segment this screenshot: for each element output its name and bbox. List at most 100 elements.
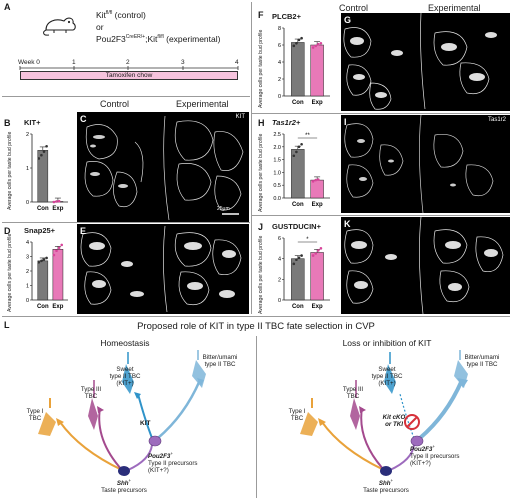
y-tick-label: 4 xyxy=(26,240,29,246)
left-type1-label: Type I TBC xyxy=(26,408,44,423)
micrograph-k-image xyxy=(344,217,504,314)
bar-con xyxy=(291,42,305,97)
panel-l-title: Proposed role of KIT in type II TBC fate… xyxy=(137,321,375,332)
y-tick-label: 6 xyxy=(278,43,281,49)
diagram-homeostasis xyxy=(38,350,206,476)
right-sweet-label: Sweet type II TBC (KIT+) xyxy=(371,366,403,388)
x-label-con: Con xyxy=(292,202,304,208)
bar-exp xyxy=(310,179,324,199)
micro-i-tag: Tas1r2 xyxy=(487,117,506,123)
x-label-exp: Exp xyxy=(312,100,323,106)
data-point xyxy=(317,249,320,252)
data-point xyxy=(295,258,298,261)
chart-d-title: Snap25+ xyxy=(24,226,56,235)
header-control-left: Control xyxy=(100,99,130,109)
y-tick-label: 0.5 xyxy=(273,183,281,189)
left-bitter-label: Bitter/umami type II TBC xyxy=(202,354,238,369)
micro-c-tag: KIT xyxy=(235,114,245,120)
x-label-con: Con xyxy=(292,100,304,106)
micrograph-c-image xyxy=(84,115,244,221)
chart-d: 0 1 2 3 4 Con Exp xyxy=(26,240,68,310)
right-type1-label: Type I TBC xyxy=(288,408,306,423)
left-pou-label: Pou2F3+ Type II precursors (KIT+?) xyxy=(148,451,198,475)
data-point xyxy=(57,199,61,203)
timeline-axis xyxy=(19,66,239,70)
bar-con xyxy=(37,150,49,203)
data-point xyxy=(292,44,296,48)
genotype-control: Kitfl/fl (control) xyxy=(96,10,146,20)
data-point xyxy=(297,145,301,149)
divider-center xyxy=(251,2,252,314)
panel-c-label: C xyxy=(80,114,87,124)
data-point xyxy=(60,243,64,247)
y-tick-label: 0 xyxy=(26,200,29,206)
data-point xyxy=(52,253,56,257)
header-control-right: Control xyxy=(339,3,369,13)
header-experimental-left: Experimental xyxy=(176,99,229,109)
micrograph-e xyxy=(77,224,249,314)
data-point xyxy=(55,200,58,203)
panel-d-label: D xyxy=(4,226,11,236)
right-bitter-label: Bitter/umami type II TBC xyxy=(464,354,500,369)
chart-f-title: PLCB2+ xyxy=(272,12,301,21)
right-shh-label: Shh+ Taste precursors xyxy=(363,478,409,495)
left-diagram-title: Homeostasis xyxy=(100,338,150,348)
bar-con xyxy=(37,260,49,301)
micrograph-k xyxy=(341,217,510,314)
data-point xyxy=(37,157,41,160)
timeline-tick-3: 3 xyxy=(181,59,185,66)
y-tick-label: 3 xyxy=(26,255,29,261)
data-point xyxy=(317,178,320,181)
bar-exp xyxy=(310,44,324,97)
data-point xyxy=(311,180,315,183)
tamoxifen-bar: Tamoxifen chow xyxy=(20,71,238,80)
left-type3-label: Type III TBC xyxy=(80,386,102,401)
data-point xyxy=(300,142,303,146)
data-point xyxy=(52,200,56,204)
divider-left-2 xyxy=(2,222,250,223)
chart-h-title: Tas1r2+ xyxy=(272,118,301,127)
divider-main xyxy=(2,316,510,317)
chart-h: 0.0 0.5 1.0 1.5 2.0 2.5 Con Exp ** xyxy=(273,132,330,208)
data-point xyxy=(314,178,318,182)
chart-b-ylabel: Average cells per taste bud profile xyxy=(7,131,13,210)
genotype-experimental: Pou2F3CreER/+;Kitfl/fl (experimental) xyxy=(96,34,221,44)
divider-right-1 xyxy=(252,113,510,114)
panel-k-label: K xyxy=(344,219,351,229)
panel-l-label: L xyxy=(4,320,10,330)
right-pou-label: Pou2F3+ Type II precursors (KIT+?) xyxy=(410,444,460,468)
data-point xyxy=(45,144,48,148)
micrograph-g-image xyxy=(343,13,497,110)
data-point xyxy=(319,42,323,45)
tamoxifen-label: Tamoxifen chow xyxy=(105,72,153,79)
timeline-tick-1: 1 xyxy=(72,59,76,66)
chart-d-ylabel: Average cells per taste bud profile xyxy=(7,233,13,312)
x-label-exp: Exp xyxy=(312,202,323,208)
y-tick-label: 2 xyxy=(278,277,281,283)
data-point xyxy=(292,262,296,266)
chart-j-title: GUSTDUCIN+ xyxy=(272,222,321,231)
timeline-tick-4: 4 xyxy=(235,59,239,66)
x-label-exp: Exp xyxy=(52,206,63,212)
y-tick-label: 2 xyxy=(26,132,29,138)
type1-cell-left xyxy=(38,398,56,436)
left-kit-label: KIT xyxy=(140,420,151,427)
micrograph-c: KIT 25µm xyxy=(77,112,249,222)
data-point xyxy=(311,254,315,257)
micrograph-i: Tas1r2 xyxy=(341,115,510,213)
timeline-tick-2: 2 xyxy=(126,59,130,66)
x-label-con: Con xyxy=(37,304,49,310)
data-point xyxy=(40,259,43,263)
timeline-week-label: Week 0 xyxy=(18,59,40,66)
data-point xyxy=(42,150,46,153)
panel-f-label: F xyxy=(258,10,264,20)
micrograph-e-image xyxy=(80,225,242,313)
genotype-or: or xyxy=(96,22,104,32)
chart-b-title: KIT+ xyxy=(24,118,41,127)
y-tick-label: 0.0 xyxy=(273,196,281,202)
chart-f: 0 2 4 6 8 Con Exp xyxy=(278,26,330,106)
divider-diagrams xyxy=(256,336,257,498)
micrograph-g xyxy=(341,13,510,111)
x-label-exp: Exp xyxy=(52,304,63,310)
y-tick-label: 1.0 xyxy=(273,170,281,176)
